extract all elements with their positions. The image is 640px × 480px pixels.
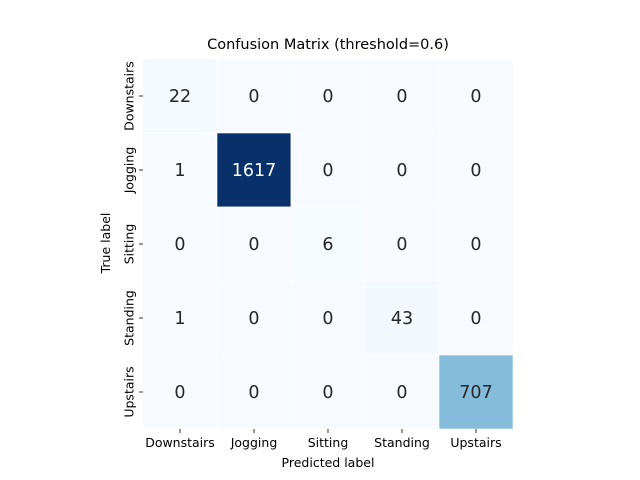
heatmap-cell-downstairs-sitting [290,58,366,134]
x-tick-label-upstairs: Upstairs [450,435,501,450]
heatmap-cell-jogging-upstairs [438,132,514,208]
cell-value-label-sitting-upstairs: 0 [470,235,481,255]
heatmap-cell-standing-sitting [290,280,366,356]
heatmap-cell-upstairs-jogging [216,354,292,430]
x-tick-label-standing: Standing [374,435,430,450]
heatmap-cell-downstairs-jogging [216,58,292,134]
cell-value-label-standing-standing: 43 [391,309,413,329]
heatmap-cell-downstairs-upstairs [438,58,514,134]
cell-value-label-sitting-sitting: 6 [322,235,333,255]
cell-value-label-upstairs-downstairs: 0 [174,383,185,403]
heatmap-cell-upstairs-sitting [290,354,366,430]
cell-value-label-downstairs-jogging: 0 [248,87,259,107]
x-axis-ticks: Downstairs Jogging Sitting Standing Upstairs [145,429,502,450]
cell-value-label-standing-downstairs: 1 [174,309,185,329]
heatmap-cell-jogging-sitting [290,132,366,208]
cell-value-label-sitting-jogging: 0 [248,235,259,255]
y-axis-label: True label [98,213,113,275]
cell-value-label-standing-sitting: 0 [322,309,333,329]
heatmap-cell-downstairs-standing [364,58,440,134]
heatmap-cell-labels: 22 0 0 0 0 1 1617 0 0 0 0 0 6 0 0 1 0 0 43 0 0 0 0 0 707 [169,87,493,403]
cell-value-label-jogging-jogging: 1617 [232,161,277,181]
heatmap-cell-standing-jogging [216,280,292,356]
cell-value-label-upstairs-upstairs: 707 [459,383,492,403]
cell-value-label-standing-jogging: 0 [248,309,259,329]
cell-value-label-jogging-standing: 0 [396,161,407,181]
heatmap-cells [142,58,514,430]
cell-value-label-upstairs-jogging: 0 [248,383,259,403]
heatmap-cell-sitting-upstairs [438,206,514,282]
cell-value-label-jogging-upstairs: 0 [470,161,481,181]
cell-value-label-downstairs-upstairs: 0 [470,87,481,107]
y-tick-label-standing: Standing [122,290,137,346]
heatmap-cell-sitting-standing [364,206,440,282]
x-tick-label-jogging: Jogging [230,435,278,450]
cell-value-label-upstairs-standing: 0 [396,383,407,403]
heatmap-cell-jogging-downstairs [142,132,218,208]
heatmap-cell-sitting-sitting [290,206,366,282]
cell-value-label-sitting-downstairs: 0 [174,235,185,255]
cell-value-label-jogging-downstairs: 1 [174,161,185,181]
heatmap-cell-upstairs-upstairs [438,354,514,430]
heatmap-cell-upstairs-downstairs [142,354,218,430]
cell-value-label-downstairs-downstairs: 22 [169,87,191,107]
x-axis-label: Predicted label [282,455,375,470]
y-tick-label-sitting: Sitting [122,224,137,265]
y-tick-label-upstairs: Upstairs [122,366,137,417]
cell-value-label-downstairs-sitting: 0 [322,87,333,107]
y-axis-ticks: Downstairs Jogging Sitting Standing Upstairs [122,61,143,418]
heatmap-cell-downstairs-downstairs [142,58,218,134]
chart-title: Confusion Matrix (threshold=0.6) [207,37,449,53]
cell-value-label-sitting-standing: 0 [396,235,407,255]
y-tick-label-jogging: Jogging [122,147,137,195]
cell-value-label-jogging-sitting: 0 [322,161,333,181]
cell-value-label-upstairs-sitting: 0 [322,383,333,403]
y-tick-label-downstairs: Downstairs [122,61,137,131]
heatmap-cell-sitting-jogging [216,206,292,282]
x-tick-label-downstairs: Downstairs [145,435,215,450]
cell-value-label-standing-upstairs: 0 [470,309,481,329]
heatmap-cell-standing-upstairs [438,280,514,356]
cell-value-label-downstairs-standing: 0 [396,87,407,107]
heatmap-cell-standing-standing [364,280,440,356]
x-tick-label-sitting: Sitting [308,435,349,450]
